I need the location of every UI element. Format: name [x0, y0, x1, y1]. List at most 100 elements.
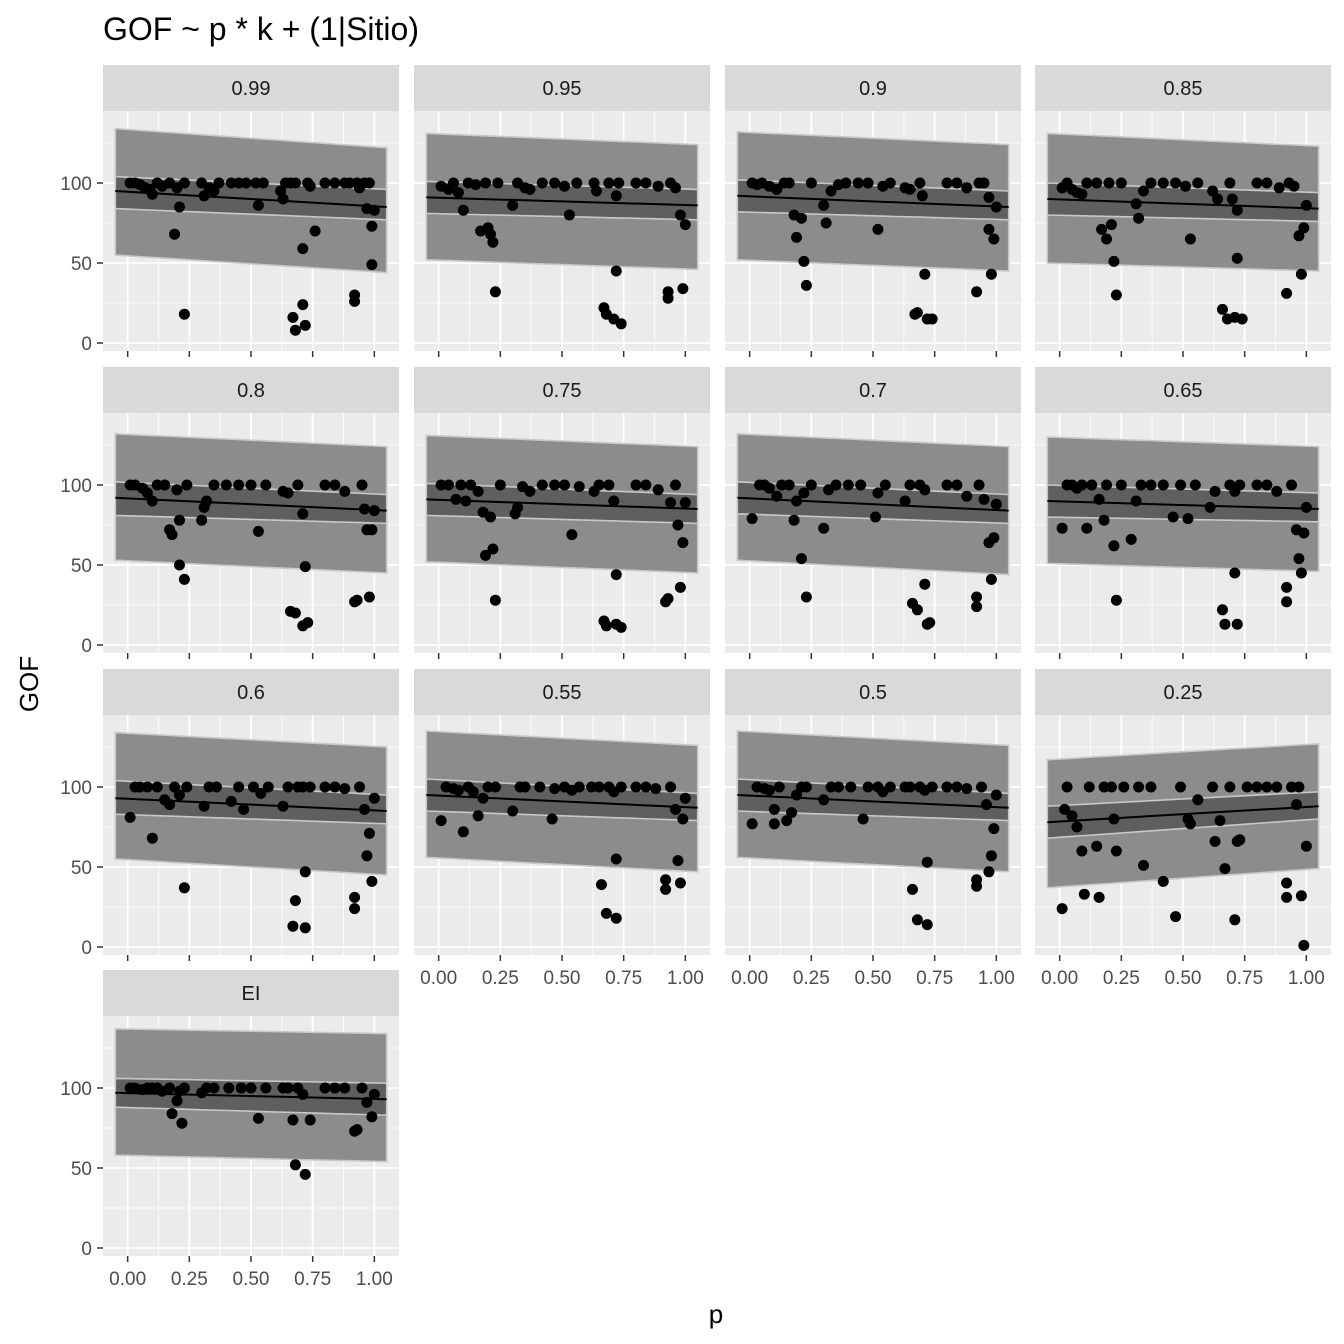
y-tick-label: 100 [60, 174, 92, 195]
data-point [289, 324, 301, 336]
data-point [798, 255, 810, 267]
data-point [1207, 781, 1219, 793]
fit-line [426, 794, 698, 809]
data-point [791, 231, 803, 243]
facet-strip [1035, 669, 1331, 715]
data-point [1071, 821, 1083, 833]
data-point [171, 1095, 183, 1107]
y-tick-label: 0 [81, 636, 92, 657]
data-point [558, 180, 570, 192]
data-point [805, 479, 817, 491]
data-point [852, 177, 864, 189]
data-point [1290, 799, 1302, 811]
data-point [282, 487, 294, 499]
data-point [773, 781, 785, 793]
fit-line [115, 190, 387, 208]
facet-panel: 0.6 0 50 100 [60, 669, 399, 961]
data-point [363, 591, 375, 603]
data-point [354, 781, 366, 793]
data-point [1056, 522, 1068, 534]
data-point [208, 1082, 220, 1094]
data-point [146, 832, 158, 844]
data-point [763, 482, 775, 494]
data-point [299, 922, 311, 934]
data-point [914, 177, 926, 189]
data-point [1091, 177, 1103, 189]
data-point [1059, 803, 1071, 815]
data-point [260, 479, 272, 491]
data-point [1108, 255, 1120, 267]
data-point [460, 495, 472, 507]
data-point [924, 617, 936, 629]
data-point [669, 479, 681, 491]
data-point [238, 803, 250, 815]
facet-strip [725, 669, 1021, 715]
data-point [768, 818, 780, 830]
data-point [240, 177, 252, 189]
data-point [800, 279, 812, 291]
data-point [595, 879, 607, 891]
data-point [988, 532, 1000, 544]
data-point [919, 268, 931, 280]
data-point [309, 225, 321, 237]
data-point [292, 479, 304, 491]
data-point [1231, 204, 1243, 216]
data-point [339, 485, 351, 497]
data-point [252, 199, 264, 211]
data-point [1135, 479, 1147, 491]
data-point [1091, 840, 1103, 852]
data-point [983, 223, 995, 235]
data-point [1056, 903, 1068, 915]
data-point [452, 784, 464, 796]
facet-panel: 0.7 [725, 367, 1021, 659]
data-point [1138, 859, 1150, 871]
x-tick-label: 0.25 [793, 968, 830, 989]
x-tick-label: 0.75 [294, 1269, 331, 1290]
data-point [662, 593, 674, 605]
data-point [435, 815, 447, 827]
x-tick-label: 0.50 [855, 968, 892, 989]
data-point [660, 883, 672, 895]
x-tick-label: 0.00 [731, 968, 768, 989]
data-point [164, 1082, 176, 1094]
y-tick-label: 100 [60, 778, 92, 799]
data-point [349, 903, 361, 915]
data-point [795, 553, 807, 565]
data-point [640, 479, 652, 491]
data-point [146, 188, 158, 200]
data-point [173, 559, 185, 571]
data-point [1226, 193, 1238, 205]
data-point [358, 503, 370, 515]
facet-strip [103, 65, 399, 111]
data-point [339, 783, 351, 795]
data-point [872, 223, 884, 235]
data-point [457, 826, 469, 838]
data-point [971, 874, 983, 886]
data-point [1125, 533, 1137, 545]
data-point [1175, 479, 1187, 491]
data-point [985, 573, 997, 585]
data-point [781, 815, 793, 827]
data-point [1300, 501, 1312, 513]
data-point [919, 484, 931, 496]
facet-panel: 0.75 [414, 367, 710, 659]
x-tick-label: 0.50 [1165, 968, 1202, 989]
data-point [1224, 177, 1236, 189]
data-point [677, 813, 689, 825]
x-tick-label: 1.00 [978, 968, 1015, 989]
data-point [507, 199, 519, 211]
facet-strip [414, 367, 710, 413]
data-point [1281, 891, 1293, 903]
data-point [677, 283, 689, 295]
data-point [329, 1082, 341, 1094]
data-point [443, 479, 455, 491]
data-point [573, 781, 585, 793]
data-point [985, 268, 997, 280]
x-tick-label: 0.25 [1103, 968, 1140, 989]
x-tick-label: 0.75 [916, 968, 953, 989]
data-point [1101, 233, 1113, 245]
data-point [1175, 781, 1187, 793]
data-point [245, 479, 257, 491]
data-point [842, 479, 854, 491]
data-point [746, 513, 758, 525]
